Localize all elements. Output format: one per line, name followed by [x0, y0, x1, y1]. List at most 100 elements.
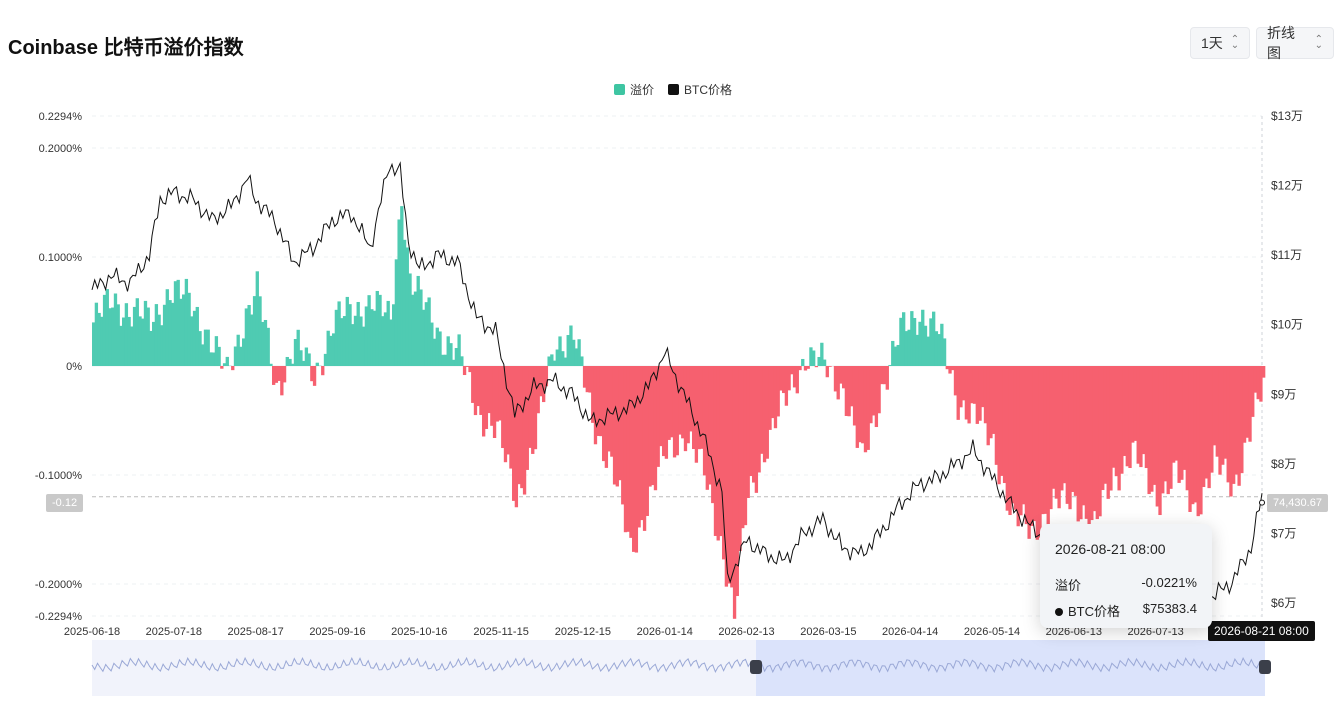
- premium-bar: [138, 316, 142, 366]
- premium-bar: [921, 309, 925, 366]
- premium-bar: [700, 366, 704, 449]
- premium-bar: [621, 366, 625, 505]
- premium-bar: [176, 279, 180, 366]
- premium-bar: [754, 366, 759, 493]
- premium-bar: [866, 366, 870, 450]
- premium-bar: [1024, 366, 1029, 525]
- premium-bar: [1188, 366, 1192, 512]
- premium-bar: [171, 302, 175, 366]
- premium-bar: [132, 306, 137, 366]
- premium-bar: [329, 335, 333, 366]
- premium-bar: [367, 295, 371, 366]
- brush-handle[interactable]: [750, 660, 762, 674]
- premium-bar: [323, 353, 328, 366]
- premium-bar: [517, 366, 521, 485]
- premium-bar: [255, 271, 259, 366]
- chart-type-select[interactable]: 折线图 ⌃ ⌄: [1256, 25, 1334, 61]
- premium-bar: [711, 366, 715, 504]
- premium-bar: [492, 366, 497, 438]
- premium-bar: [771, 366, 775, 419]
- premium-bar: [122, 317, 126, 366]
- tooltip-price-value: $75383.4: [1142, 601, 1197, 616]
- premium-bar: [722, 366, 726, 560]
- premium-bar: [582, 366, 587, 388]
- premium-bar: [1090, 366, 1094, 521]
- premium-bar: [383, 312, 388, 366]
- premium-bar: [934, 331, 939, 366]
- premium-bar: [345, 296, 349, 366]
- premium-bar: [1248, 366, 1252, 442]
- premium-bar: [569, 325, 573, 366]
- premium-bar: [1212, 366, 1217, 446]
- premium-bar: [1147, 366, 1151, 495]
- x-tick-label: 2026-04-14: [882, 626, 938, 638]
- premium-bar: [757, 366, 761, 473]
- legend-item-btc[interactable]: BTC价格: [668, 81, 732, 98]
- premium-bar: [896, 344, 900, 366]
- premium-bar: [299, 350, 303, 366]
- premium-bar: [247, 304, 251, 366]
- premium-bar: [108, 308, 112, 366]
- premium-bar: [555, 349, 559, 366]
- premium-bar: [1253, 366, 1258, 393]
- premium-bar: [662, 366, 666, 457]
- left-tick-label: 0%: [66, 361, 82, 373]
- premium-bar: [422, 309, 426, 366]
- premium-bar: [102, 294, 107, 366]
- interval-select[interactable]: 1天 ⌃ ⌄: [1190, 27, 1251, 59]
- premium-bar: [430, 322, 434, 366]
- premium-bar: [801, 358, 805, 366]
- premium-bar: [552, 360, 557, 366]
- brush-handle[interactable]: [1259, 660, 1271, 674]
- premium-bar: [130, 326, 134, 366]
- premium-bar: [773, 366, 778, 429]
- premium-bar: [1256, 366, 1260, 400]
- premium-bar: [1120, 366, 1124, 474]
- chart-legend: 溢价 BTC价格: [614, 81, 732, 98]
- premium-bar: [951, 366, 955, 371]
- premium-bar: [738, 366, 742, 551]
- premium-bar: [844, 366, 849, 416]
- page-title: Coinbase 比特币溢价指数: [8, 37, 244, 59]
- premium-bar: [201, 344, 205, 366]
- premium-bar: [293, 338, 298, 366]
- premium-bar: [768, 366, 772, 430]
- premium-bar: [872, 366, 876, 416]
- x-tick-label: 2026-06-13: [1046, 626, 1102, 638]
- premium-bar: [378, 294, 382, 366]
- premium-bar: [190, 316, 194, 366]
- premium-bar: [593, 366, 598, 445]
- premium-bar: [959, 366, 963, 408]
- premium-bar: [152, 321, 156, 366]
- premium-bar: [997, 366, 1001, 485]
- premium-bar: [100, 316, 104, 366]
- range-brush[interactable]: [91, 640, 1271, 696]
- premium-bar: [719, 366, 723, 537]
- premium-bar: [727, 366, 731, 584]
- premium-bar: [1084, 366, 1089, 519]
- premium-bar: [1109, 366, 1113, 491]
- premium-bar: [893, 346, 898, 366]
- premium-bar: [787, 366, 791, 391]
- legend-swatch-btc: [668, 84, 680, 95]
- premium-bar: [697, 366, 701, 450]
- premium-bar: [1232, 366, 1236, 484]
- premium-bar: [822, 359, 827, 366]
- premium-bar: [236, 334, 240, 366]
- premium-bar: [784, 366, 789, 406]
- premium-bar: [1114, 366, 1119, 477]
- premium-bar: [1016, 366, 1020, 527]
- premium-bar: [525, 366, 529, 470]
- premium-bar: [536, 366, 540, 414]
- premium-bar: [558, 336, 562, 366]
- premium-bar: [1172, 366, 1176, 463]
- legend-item-premium[interactable]: 溢价: [614, 81, 654, 98]
- premium-bar: [814, 366, 819, 368]
- premium-bar: [272, 366, 276, 385]
- chart-axes: 0.2294% 0.2000% 0.1000% 0% -0.1000% -0.2000% -…: [35, 109, 1303, 638]
- premium-bar: [574, 348, 579, 366]
- premium-bar: [473, 366, 478, 416]
- premium-bar: [596, 366, 600, 436]
- left-tick-label: 0.2000%: [39, 143, 83, 155]
